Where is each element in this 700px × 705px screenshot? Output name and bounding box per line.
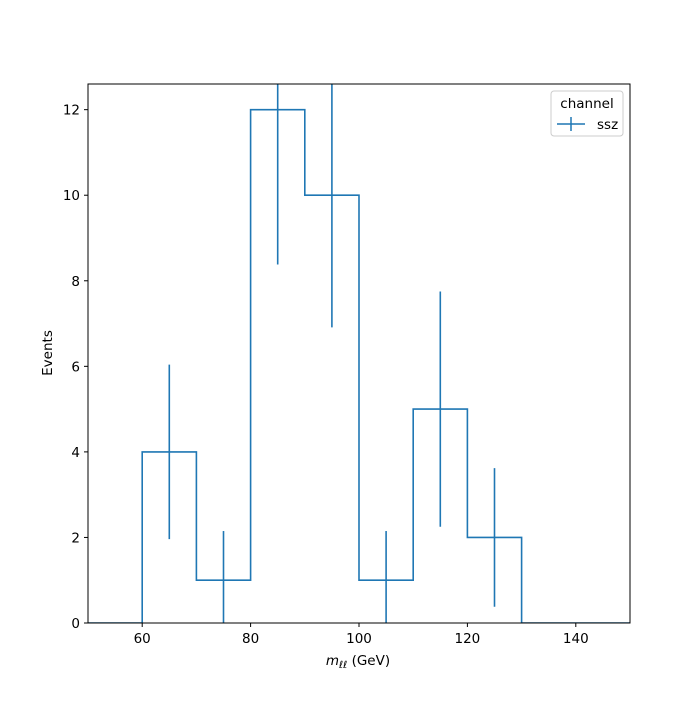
x-axis-label-variable: m xyxy=(326,653,339,669)
x-tick-label-140: 140 xyxy=(563,631,589,647)
x-tick-label-100: 100 xyxy=(346,631,372,647)
y-tick-label-0: 0 xyxy=(71,616,80,632)
y-tick-label-12: 12 xyxy=(63,103,80,119)
x-tick-label-60: 60 xyxy=(134,631,151,647)
axes: 60 80 100 120 140 0 2 4 6 8 10 12 xyxy=(63,83,631,647)
y-tick-label-4: 4 xyxy=(71,445,80,461)
plot-area xyxy=(88,84,630,623)
legend-title: channel xyxy=(560,96,613,112)
x-axis-label-paren-close: ) xyxy=(385,653,390,669)
x-tick-label-120: 120 xyxy=(455,631,481,647)
y-tick-label-2: 2 xyxy=(71,530,80,546)
legend: channel ssz xyxy=(550,90,624,137)
x-axis-label-subscript: ℓℓ xyxy=(339,660,347,671)
x-axis-label: mℓℓ (GeV) xyxy=(326,653,390,671)
y-tick-label-8: 8 xyxy=(71,274,80,290)
plot-clip-group xyxy=(88,84,630,623)
y-axis-label: Events xyxy=(40,330,56,376)
legend-label-ssz: ssz xyxy=(597,117,618,133)
y-tick-label-10: 10 xyxy=(63,188,80,204)
y-tick-label-6: 6 xyxy=(71,359,80,375)
x-axis-label-paren-open: ( xyxy=(347,653,357,669)
series-step-ssz xyxy=(88,108,630,623)
x-tick-label-80: 80 xyxy=(242,631,259,647)
x-axis-label-unit: GeV xyxy=(357,653,386,669)
